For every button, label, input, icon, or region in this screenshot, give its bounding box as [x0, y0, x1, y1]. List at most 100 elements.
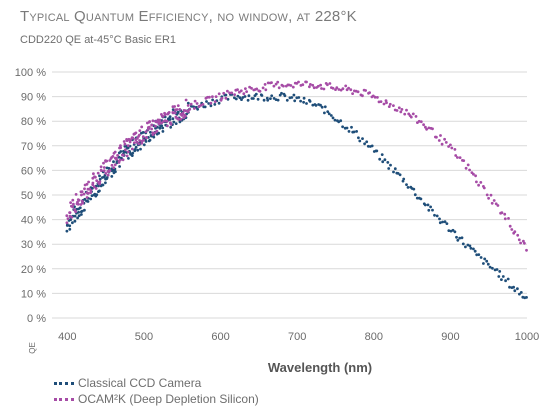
ocam-data-point	[89, 189, 93, 192]
ccd-data-point	[423, 203, 427, 207]
ccd-data-point	[361, 137, 364, 141]
ocam-data-point	[458, 156, 462, 160]
ccd-data-point	[98, 177, 102, 181]
ccd-data-point	[65, 229, 69, 233]
y-tick-label: 70 %	[21, 141, 46, 153]
ocam-data-point	[80, 199, 84, 203]
ccd-data-point	[455, 235, 458, 239]
ccd-data-point	[518, 292, 521, 296]
ccd-data-point	[460, 236, 464, 240]
ccd-data-point	[68, 224, 72, 228]
ccd-data-point	[477, 253, 481, 256]
ocam-data-point	[186, 104, 190, 107]
ccd-data-point	[266, 98, 270, 102]
ccd-data-point	[126, 146, 130, 150]
legend-item-ocam: OCAM²K (Deep Depletion Silicon)	[54, 391, 259, 407]
ccd-data-point	[302, 96, 306, 100]
ccd-data-point	[161, 130, 165, 133]
ocam-data-point	[124, 148, 127, 152]
ocam-data-point	[344, 84, 348, 88]
ccd-data-point	[433, 213, 436, 217]
ocam-data-point	[475, 180, 478, 184]
ocam-data-point	[115, 156, 118, 160]
ocam-data-point	[500, 211, 504, 215]
x-tick-label: 900	[441, 331, 459, 343]
ocam-data-point	[425, 127, 428, 131]
ocam-data-point	[289, 84, 293, 87]
x-tick-labels: 400 500 600 700 800 900 1000	[58, 331, 539, 343]
ocam-data-point	[128, 138, 132, 142]
ccd-data-point	[525, 296, 528, 299]
ccd-data-point	[485, 259, 489, 263]
ccd-data-point	[458, 236, 462, 240]
ccd-data-point	[363, 142, 366, 146]
ccd-data-point	[326, 110, 330, 113]
ocam-data-point	[361, 94, 364, 98]
ccd-data-point	[501, 275, 505, 278]
x-tick-label: 600	[211, 331, 229, 343]
ocam-data-point	[134, 131, 138, 135]
ocam-data-point	[116, 154, 119, 157]
y-tick-label: 90 %	[21, 92, 46, 104]
ocam-data-point	[111, 155, 115, 158]
ccd-data-point	[453, 230, 457, 234]
ccd-data-point	[123, 144, 127, 148]
ocam-data-point	[83, 187, 86, 191]
ocam-data-point	[222, 91, 226, 95]
ccd-data-point	[133, 148, 137, 151]
ocam-data-point	[474, 174, 477, 178]
ccd-data-point	[91, 186, 94, 190]
ocam-data-point	[173, 111, 177, 115]
ocam-data-point	[291, 85, 295, 89]
ccd-data-point	[498, 270, 502, 273]
ccd-data-point	[234, 97, 238, 101]
ccd-data-point	[86, 200, 90, 203]
ccd-data-point	[269, 97, 272, 100]
ocam-data-point	[213, 100, 217, 103]
legend-label-ocam: OCAM²K (Deep Depletion Silicon)	[78, 392, 259, 406]
ccd-data-point	[211, 98, 215, 102]
ocam-data-point	[113, 150, 117, 154]
ccd-data-point	[435, 214, 439, 218]
ocam-data-point	[217, 92, 221, 96]
ocam-data-point	[189, 102, 193, 106]
ocam-data-point	[214, 95, 218, 98]
ocam-data-point	[516, 233, 520, 237]
ocam-data-point	[166, 124, 169, 128]
ccd-data-point	[438, 221, 442, 225]
ccd-data-point	[380, 153, 384, 157]
ccd-data-point	[98, 189, 101, 193]
ocam-data-point	[130, 147, 134, 151]
ccd-data-point	[412, 187, 416, 191]
ocam-data-point	[138, 139, 142, 142]
ccd-data-point	[265, 96, 269, 100]
ocam-data-point	[142, 138, 145, 142]
ccd-data-point	[472, 247, 475, 251]
ocam-data-point	[456, 156, 459, 159]
ocam-data-point	[175, 108, 179, 111]
ocam-data-point	[188, 107, 192, 111]
ccd-data-point	[71, 221, 74, 225]
ocam-data-point	[319, 83, 322, 87]
ocam-data-point	[151, 131, 155, 135]
ocam-data-point	[305, 80, 308, 84]
ccd-data-point	[508, 285, 511, 289]
ocam-data-point	[384, 99, 388, 102]
ocam-data-point	[135, 140, 139, 144]
ocam-data-point	[417, 119, 421, 123]
y-axis-label: QE	[28, 342, 37, 354]
ocam-data-point	[85, 196, 89, 199]
ocam-data-point	[382, 102, 386, 106]
ocam-data-point	[184, 98, 188, 102]
ocam-data-point	[155, 129, 159, 133]
ccd-data-point	[217, 101, 221, 105]
ccd-data-point	[83, 208, 86, 212]
ccd-data-point	[299, 99, 302, 103]
ocam-data-point	[525, 248, 528, 252]
y-tick-label: 40 %	[21, 215, 46, 227]
ocam-data-point	[411, 112, 415, 116]
ocam-data-point	[443, 137, 446, 141]
ccd-data-point	[163, 115, 167, 119]
ccd-data-point	[68, 227, 72, 231]
y-tick-label: 30 %	[21, 239, 46, 251]
